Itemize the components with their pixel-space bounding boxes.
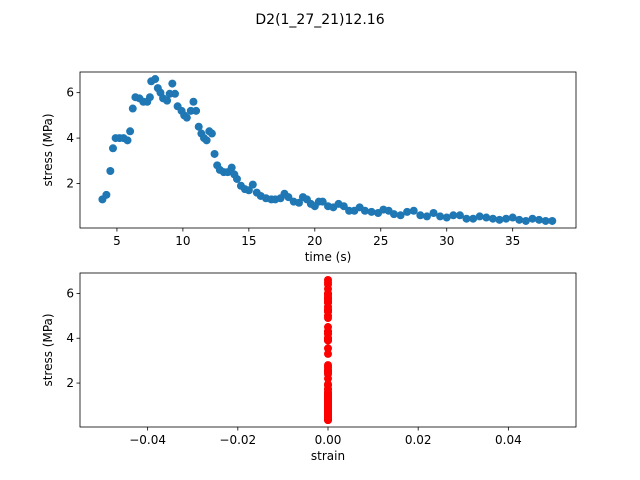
- point: [535, 215, 544, 224]
- point: [442, 213, 451, 222]
- point: [102, 190, 111, 199]
- point: [495, 215, 504, 224]
- point: [515, 215, 524, 224]
- point: [324, 336, 332, 345]
- x-tick-label: −0.04: [129, 433, 166, 447]
- y-tick-label: 6: [66, 86, 74, 100]
- x-tick-label: 25: [373, 234, 388, 248]
- point: [416, 211, 425, 220]
- point: [145, 93, 154, 102]
- point: [521, 216, 530, 225]
- point: [482, 213, 491, 222]
- point: [294, 198, 303, 207]
- x-tick-label: 0.02: [405, 433, 432, 447]
- point: [422, 212, 431, 221]
- point: [324, 290, 332, 299]
- point: [202, 136, 211, 145]
- point: [548, 216, 557, 225]
- point: [396, 211, 405, 220]
- point: [318, 197, 327, 206]
- y-tick-label: 2: [66, 176, 74, 190]
- y-tick-label: 6: [66, 286, 74, 300]
- point: [502, 214, 511, 223]
- points: [324, 275, 332, 425]
- y-tick-label: 2: [66, 376, 74, 390]
- point: [488, 214, 497, 223]
- point: [123, 136, 132, 145]
- x-axis-label: strain: [311, 449, 345, 463]
- point: [232, 174, 241, 183]
- point: [189, 97, 198, 106]
- x-tick-label: 0.04: [495, 433, 522, 447]
- point: [248, 180, 257, 189]
- point: [163, 96, 172, 105]
- axes-frame: [79, 71, 577, 229]
- y-axis-label: stress (MPa): [41, 113, 55, 186]
- point: [324, 344, 332, 353]
- point: [324, 329, 332, 338]
- x-axis-label: time (s): [305, 250, 352, 264]
- point: [541, 216, 550, 225]
- point: [455, 211, 464, 220]
- point: [475, 212, 484, 221]
- point: [324, 374, 332, 383]
- point: [182, 113, 191, 122]
- point: [128, 104, 137, 113]
- point: [106, 167, 115, 176]
- point: [469, 214, 478, 223]
- point: [324, 314, 332, 323]
- x-tick-label: −0.02: [219, 433, 256, 447]
- x-tick-label: 15: [241, 234, 256, 248]
- point: [324, 349, 332, 358]
- point: [324, 307, 332, 316]
- point: [168, 79, 177, 88]
- point: [389, 210, 398, 219]
- point: [207, 129, 216, 138]
- point: [367, 207, 376, 216]
- point: [151, 75, 160, 84]
- point: [324, 298, 332, 307]
- x-tick-label: 20: [307, 234, 322, 248]
- y-tick-label: 4: [66, 131, 74, 145]
- point: [324, 280, 332, 289]
- y-tick-label: 4: [66, 331, 74, 345]
- point: [284, 193, 293, 202]
- point: [108, 144, 117, 153]
- point: [403, 207, 412, 216]
- point: [210, 149, 219, 158]
- y-axis-label: stress (MPa): [41, 313, 55, 386]
- point: [339, 202, 348, 211]
- x-tick-label: 10: [175, 234, 190, 248]
- point: [244, 186, 253, 195]
- points: [98, 75, 557, 225]
- point: [227, 163, 236, 172]
- point: [192, 106, 201, 115]
- point: [429, 209, 438, 218]
- point: [528, 214, 537, 223]
- point: [126, 127, 135, 136]
- point: [508, 213, 517, 222]
- x-tick-label: 30: [439, 234, 454, 248]
- figure-title: D2(1_27_21)12.16: [255, 12, 384, 28]
- point: [462, 214, 471, 223]
- point: [324, 380, 332, 389]
- point: [194, 122, 203, 131]
- point: [170, 89, 179, 98]
- point: [449, 211, 458, 220]
- point: [436, 212, 445, 221]
- point: [324, 416, 332, 425]
- point: [324, 363, 332, 372]
- point: [409, 206, 418, 215]
- x-tick-label: 0.00: [315, 433, 342, 447]
- x-tick-label: 35: [505, 234, 520, 248]
- point: [360, 206, 369, 215]
- x-tick-label: 5: [113, 234, 121, 248]
